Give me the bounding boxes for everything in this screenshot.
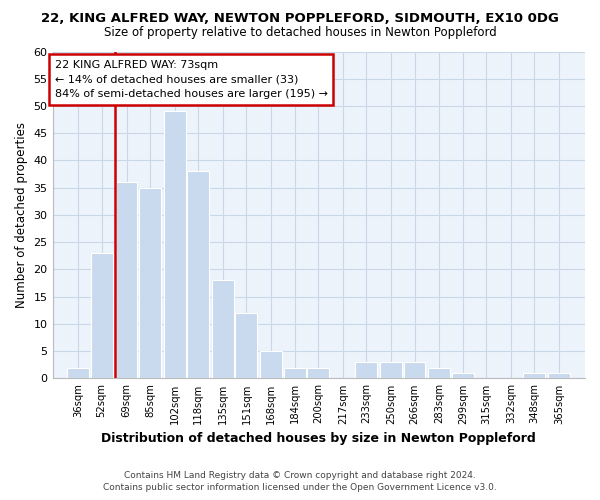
Text: Contains HM Land Registry data © Crown copyright and database right 2024.
Contai: Contains HM Land Registry data © Crown c… <box>103 471 497 492</box>
Bar <box>260 351 282 378</box>
Bar <box>307 368 329 378</box>
Text: Size of property relative to detached houses in Newton Poppleford: Size of property relative to detached ho… <box>104 26 496 39</box>
Bar <box>380 362 402 378</box>
Bar <box>91 253 113 378</box>
Bar <box>452 373 474 378</box>
Bar <box>355 362 377 378</box>
Text: 22, KING ALFRED WAY, NEWTON POPPLEFORD, SIDMOUTH, EX10 0DG: 22, KING ALFRED WAY, NEWTON POPPLEFORD, … <box>41 12 559 26</box>
Bar <box>187 172 209 378</box>
Bar <box>212 280 234 378</box>
Y-axis label: Number of detached properties: Number of detached properties <box>15 122 28 308</box>
Bar <box>428 368 451 378</box>
Bar <box>284 368 305 378</box>
Bar <box>164 112 186 378</box>
Bar <box>523 373 545 378</box>
Bar <box>548 373 570 378</box>
Bar <box>116 182 137 378</box>
Bar <box>67 368 89 378</box>
Text: 22 KING ALFRED WAY: 73sqm
← 14% of detached houses are smaller (33)
84% of semi-: 22 KING ALFRED WAY: 73sqm ← 14% of detac… <box>55 60 328 100</box>
X-axis label: Distribution of detached houses by size in Newton Poppleford: Distribution of detached houses by size … <box>101 432 536 445</box>
Bar <box>235 313 257 378</box>
Bar <box>139 188 161 378</box>
Bar <box>404 362 425 378</box>
